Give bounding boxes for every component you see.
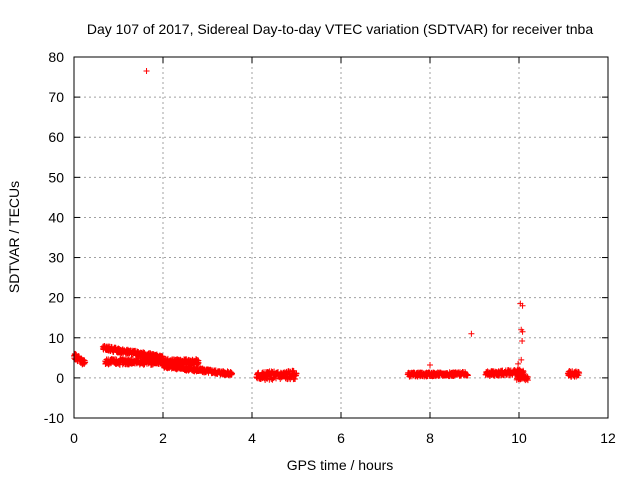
- data-point: [195, 359, 202, 366]
- data-point: [519, 328, 526, 335]
- data-point: [273, 375, 280, 382]
- axis-ticks: 0 2 4 6 8 10 12 -10 0 10 20 30 40 50 60 70 80: [44, 49, 616, 446]
- x-tick-label: 4: [248, 430, 256, 446]
- data-point: [82, 359, 89, 366]
- y-tick-label: 10: [48, 330, 64, 346]
- x-axis-label: GPS time / hours: [287, 457, 394, 473]
- x-tick-label: 10: [511, 430, 527, 446]
- data-point: [293, 370, 300, 377]
- data-point: [576, 370, 583, 377]
- data-point: [464, 372, 471, 379]
- data-point: [468, 330, 475, 337]
- y-tick-label: 0: [56, 370, 64, 386]
- data-point: [519, 302, 526, 309]
- y-tick-label: 20: [48, 290, 64, 306]
- data-point: [71, 350, 78, 357]
- data-point: [427, 362, 433, 369]
- data-point: [524, 377, 531, 384]
- x-tick-label: 8: [426, 430, 434, 446]
- y-tick-label: 80: [48, 49, 64, 65]
- chart-title: Day 107 of 2017, Sidereal Day-to-day VTE…: [87, 21, 594, 37]
- y-tick-label: 30: [48, 250, 64, 266]
- x-tick-label: 0: [70, 430, 78, 446]
- y-tick-label: 40: [48, 209, 64, 225]
- y-tick-label: 50: [48, 169, 64, 185]
- data-point: [143, 68, 150, 75]
- data-points: [71, 68, 583, 384]
- data-point: [228, 370, 235, 377]
- data-point: [518, 356, 525, 363]
- x-tick-label: 6: [337, 430, 345, 446]
- x-tick-label: 12: [600, 430, 616, 446]
- data-point: [519, 337, 526, 344]
- data-point: [515, 360, 522, 367]
- x-tick-label: 2: [159, 430, 167, 446]
- y-axis-label: SDTVAR / TECUs: [6, 181, 22, 293]
- y-tick-label: 60: [48, 129, 64, 145]
- y-tick-label: -10: [44, 410, 64, 426]
- y-tick-label: 70: [48, 89, 64, 105]
